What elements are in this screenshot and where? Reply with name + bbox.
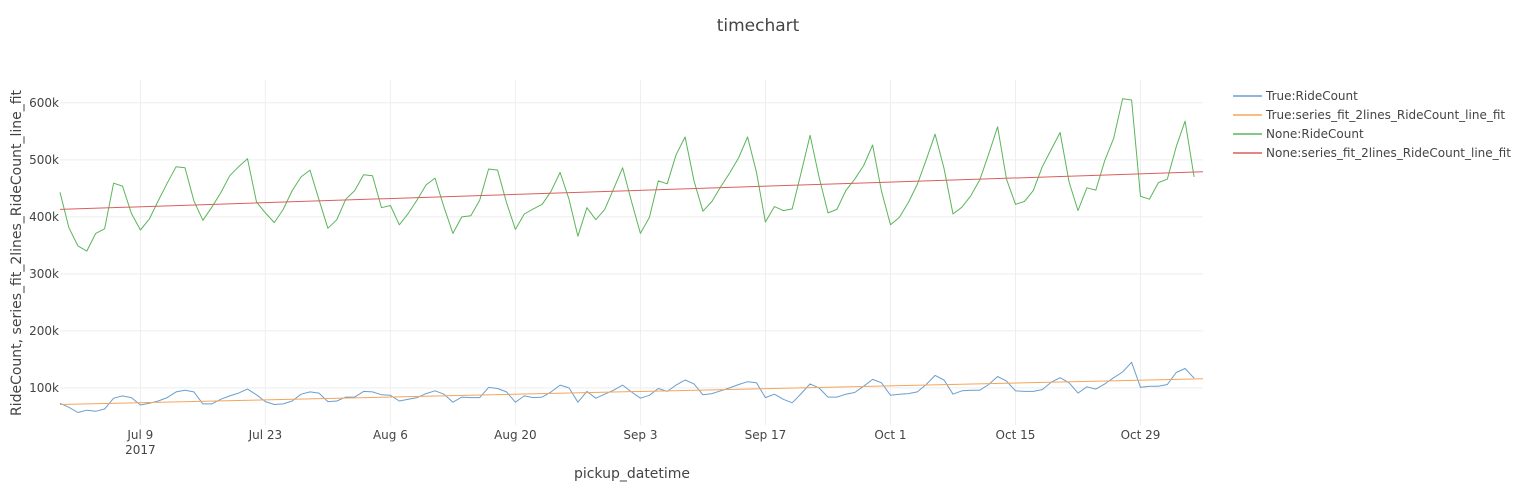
series-line-true-series-fit-2lines-ridecount-line-fit[interactable] [59,378,1204,405]
y-tick-label: 300k [29,267,59,281]
x-tick-year-label: 2017 [125,443,156,457]
legend-item-true-series-fit-2lines-ridecount-line-fit[interactable]: True:series_fit_2lines_RideCount_line_fi… [1233,108,1505,122]
legend-item-true-ridecount[interactable]: True:RideCount [1233,89,1358,103]
x-tick-label: Oct 15 [996,428,1036,442]
x-tick-label: Aug 20 [494,428,537,442]
y-tick-label: 600k [29,96,59,110]
x-tick-label: Jul 23 [248,428,283,442]
series-line-none-ridecount[interactable] [59,98,1195,252]
x-gridlines [139,80,1141,425]
y-gridlines [60,102,1203,389]
legend: True:RideCount True:series_fit_2lines_Rid… [1233,89,1511,160]
x-tick-label: Aug 6 [373,428,408,442]
y-tick-label: 500k [29,153,59,167]
y-axis-ticks: 100k 200k 300k 400k 500k 600k [29,96,59,395]
legend-item-none-series-fit-2lines-ridecount-line-fit[interactable]: None:series_fit_2lines_RideCount_line_fi… [1233,146,1511,160]
x-tick-label: Sep 3 [623,428,657,442]
x-tick-label: Oct 29 [1121,428,1161,442]
x-tick-label: Jul 9 [126,428,153,442]
legend-label: None:series_fit_2lines_RideCount_line_fi… [1266,146,1511,160]
y-tick-label: 100k [29,381,59,395]
series-line-true-ridecount[interactable] [59,361,1195,413]
legend-label: None:RideCount [1266,127,1364,141]
plot-area[interactable] [59,98,1204,413]
x-tick-label: Oct 1 [874,428,906,442]
y-tick-label: 400k [29,210,59,224]
series-line-none-series-fit-2lines-ridecount-line-fit[interactable] [59,171,1204,210]
legend-label: True:RideCount [1265,89,1358,103]
x-axis-title: pickup_datetime [574,466,690,482]
y-axis-title: RideCount, series_fit_2lines_RideCount_l… [9,89,25,416]
legend-label: True:series_fit_2lines_RideCount_line_fi… [1265,108,1505,122]
x-tick-label: Sep 17 [745,428,787,442]
y-tick-label: 200k [29,324,59,338]
legend-item-none-ridecount[interactable]: None:RideCount [1233,127,1364,141]
chart-title: timechart [717,16,800,36]
